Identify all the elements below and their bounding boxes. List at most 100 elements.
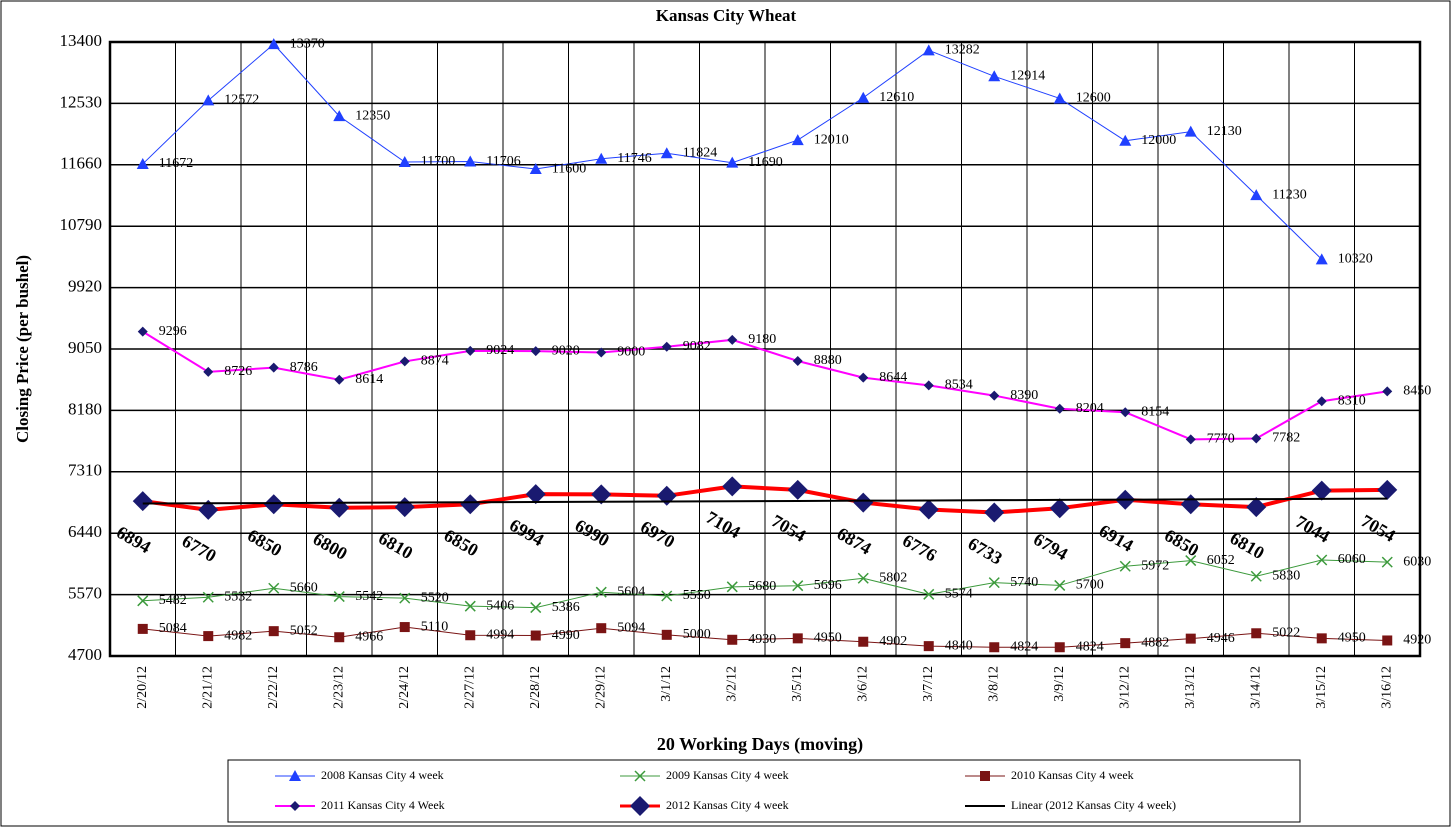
marker xyxy=(137,623,148,634)
data-label: 4966 xyxy=(355,629,383,644)
x-tick-label: 3/15/12 xyxy=(1314,666,1329,709)
legend-label: 2012 Kansas City 4 week xyxy=(666,798,789,812)
data-label: 5972 xyxy=(1141,558,1169,573)
marker xyxy=(922,44,935,56)
marker xyxy=(923,588,935,600)
data-label: 5740 xyxy=(1010,575,1038,590)
marker xyxy=(132,491,153,512)
marker xyxy=(203,366,214,377)
data-label: 4982 xyxy=(224,628,252,643)
y-tick-label: 13400 xyxy=(60,31,103,50)
x-tick-label: 2/29/12 xyxy=(593,666,608,709)
data-label: 8534 xyxy=(945,378,973,393)
marker xyxy=(1185,434,1196,445)
marker xyxy=(858,636,869,647)
marker xyxy=(660,147,673,159)
data-label: 8880 xyxy=(814,353,842,368)
data-label: 4990 xyxy=(552,628,580,643)
marker xyxy=(1120,407,1131,418)
x-tick-label: 3/8/12 xyxy=(986,666,1001,702)
marker xyxy=(980,771,990,781)
marker xyxy=(727,334,738,345)
marker xyxy=(1311,480,1332,501)
data-label: 9024 xyxy=(486,343,514,358)
marker xyxy=(530,346,541,357)
x-tick-label: 2/23/12 xyxy=(331,666,346,709)
marker xyxy=(334,632,345,643)
marker xyxy=(289,770,301,781)
data-label: 8154 xyxy=(1141,404,1169,419)
data-label: 5604 xyxy=(617,584,645,599)
data-label: 12350 xyxy=(355,108,390,123)
marker xyxy=(853,492,874,513)
x-tick-label: 3/5/12 xyxy=(790,666,805,702)
marker xyxy=(988,577,1000,589)
marker xyxy=(465,630,476,641)
x-tick-label: 2/22/12 xyxy=(266,666,281,709)
marker xyxy=(726,581,738,593)
x-tick-label: 2/24/12 xyxy=(397,666,412,709)
marker xyxy=(989,642,1000,653)
data-label: 6030 xyxy=(1403,554,1431,569)
legend xyxy=(227,759,1301,823)
data-label: 5660 xyxy=(290,580,318,595)
legend-label: 2011 Kansas City 4 Week xyxy=(321,798,445,812)
data-label: 11672 xyxy=(159,156,193,171)
legend-label: Linear (2012 Kansas City 4 week) xyxy=(1011,798,1176,812)
data-label: 8310 xyxy=(1338,393,1366,408)
marker xyxy=(988,70,1001,82)
marker xyxy=(263,494,284,515)
legend-label: 2010 Kansas City 4 week xyxy=(1011,768,1134,782)
legend-label: 2009 Kansas City 4 week xyxy=(666,768,789,782)
marker xyxy=(399,356,410,367)
marker xyxy=(1054,579,1066,591)
marker xyxy=(202,94,215,106)
marker xyxy=(591,484,612,505)
y-tick-label: 11660 xyxy=(60,154,102,173)
series-line xyxy=(142,497,1388,505)
marker xyxy=(634,770,646,782)
marker xyxy=(1184,125,1197,137)
x-tick-label: 2/27/12 xyxy=(462,666,477,709)
data-label: 8450 xyxy=(1403,384,1431,399)
marker xyxy=(1120,638,1131,649)
data-label: 12914 xyxy=(1010,69,1045,84)
marker xyxy=(198,499,219,520)
chart-title: Kansas City Wheat xyxy=(656,6,797,25)
data-label: 5406 xyxy=(486,598,514,613)
x-tick-label: 3/2/12 xyxy=(724,666,739,702)
y-tick-label: 9050 xyxy=(68,338,102,357)
marker xyxy=(595,586,607,598)
data-label: 5532 xyxy=(224,590,252,605)
marker xyxy=(1119,560,1131,572)
marker xyxy=(1251,628,1262,639)
marker xyxy=(595,152,608,164)
marker xyxy=(1315,253,1328,265)
x-tick-label: 3/16/12 xyxy=(1379,666,1394,709)
data-label: 12000 xyxy=(1141,133,1176,148)
marker xyxy=(1316,396,1327,407)
data-label: 12130 xyxy=(1207,124,1242,139)
data-label: 4824 xyxy=(1010,639,1038,654)
marker xyxy=(136,157,149,169)
data-label: 10320 xyxy=(1338,252,1373,267)
marker xyxy=(268,626,279,637)
marker xyxy=(1246,497,1267,518)
data-label: 6060 xyxy=(1338,552,1366,567)
x-tick-label: 3/14/12 xyxy=(1248,666,1263,709)
marker xyxy=(792,355,803,366)
data-label: 5696 xyxy=(814,578,842,593)
data-label: 4930 xyxy=(748,632,776,647)
marker xyxy=(787,479,808,500)
series-line xyxy=(142,330,1388,441)
x-tick-label: 2/20/12 xyxy=(135,666,150,709)
marker xyxy=(661,590,673,602)
marker xyxy=(661,629,672,640)
marker xyxy=(596,623,607,634)
marker xyxy=(137,595,149,607)
data-label: 8614 xyxy=(355,372,383,387)
data-label: 11824 xyxy=(683,145,717,160)
x-tick-label: 2/28/12 xyxy=(528,666,543,709)
data-label: 9180 xyxy=(748,332,776,347)
